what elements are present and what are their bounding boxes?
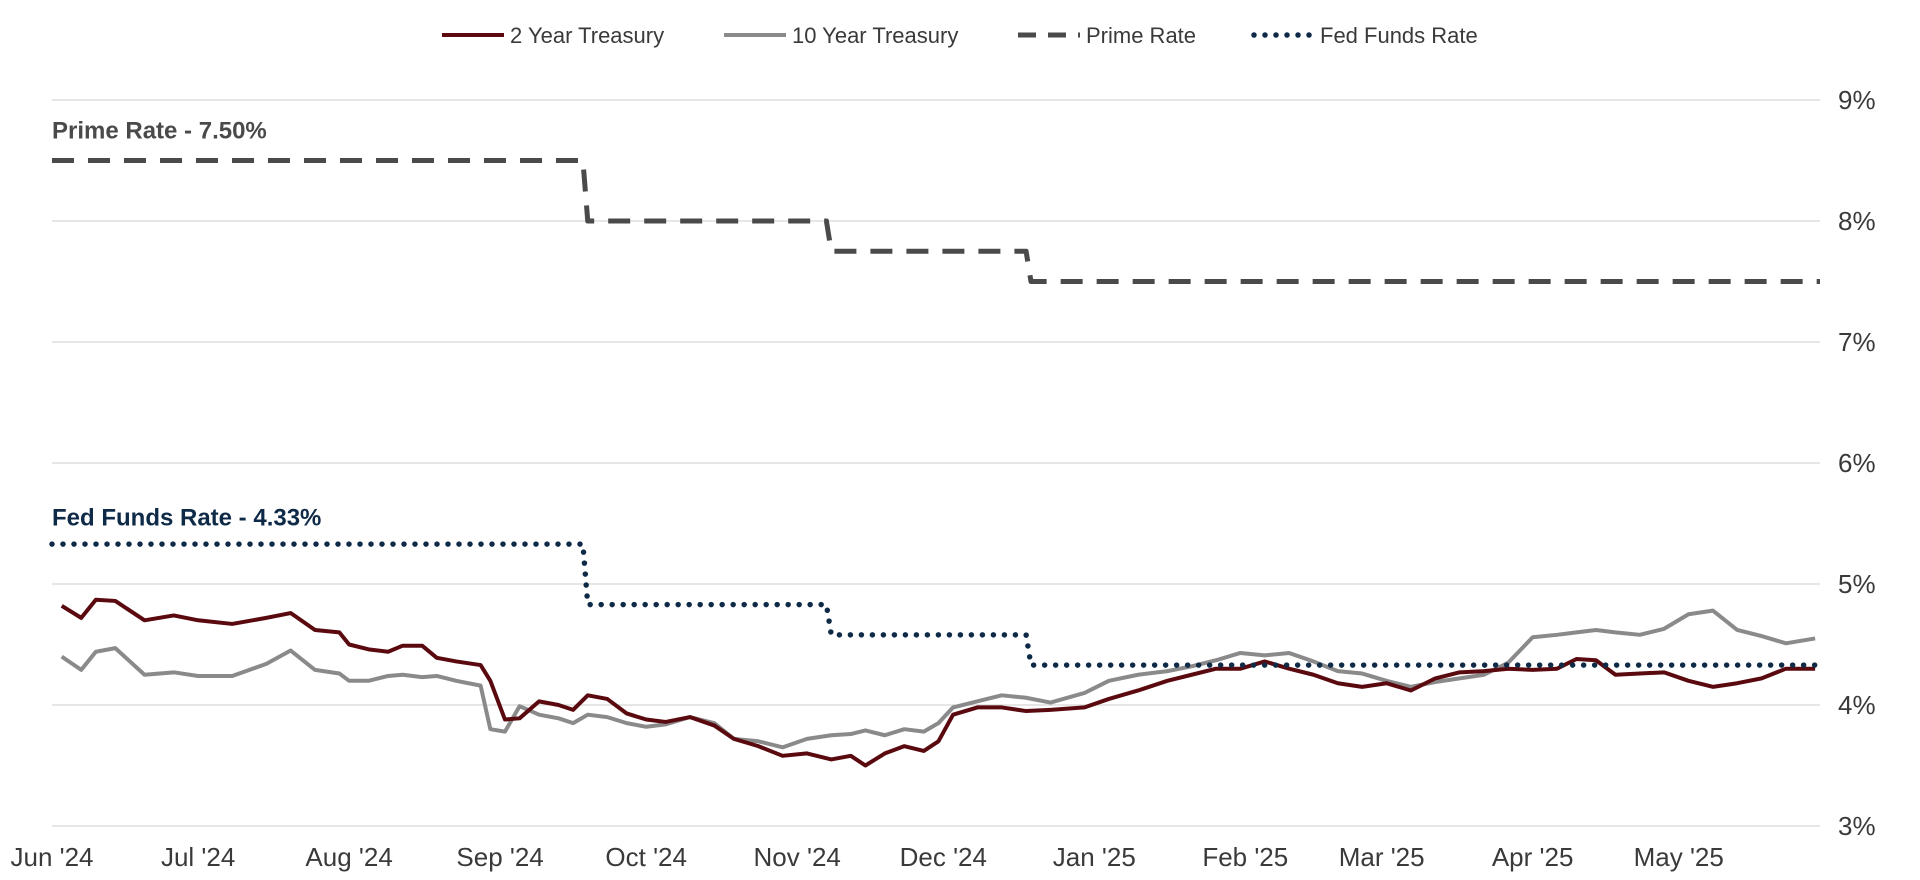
x-tick-label: Aug '24 (305, 842, 392, 872)
x-tick-label: Sep '24 (456, 842, 543, 872)
annotation-label: Fed Funds Rate - 4.33% (52, 504, 321, 531)
y-tick-label: 5% (1838, 569, 1876, 599)
legend-item: Prime Rate (1018, 23, 1196, 48)
y-tick-label: 7% (1838, 327, 1876, 357)
x-tick-label: Feb '25 (1202, 842, 1288, 872)
series-line-2-year-treasury (60, 597, 1816, 768)
x-tick-label: Mar '25 (1339, 842, 1425, 872)
legend-label: 10 Year Treasury (792, 23, 958, 48)
legend-item: 10 Year Treasury (724, 23, 958, 48)
y-tick-label: 9% (1838, 85, 1876, 115)
y-axis-ticks: 3% 4% 5% 6% 7% 8% 9% (1838, 85, 1876, 841)
x-tick-label: Apr '25 (1492, 842, 1574, 872)
x-tick-label: Nov '24 (754, 842, 841, 872)
legend-item: 2 Year Treasury (442, 23, 664, 48)
annotations: Prime Rate - 7.50% Fed Funds Rate - 4.33% (52, 117, 321, 531)
x-tick-label: Jan '25 (1053, 842, 1136, 872)
legend: 2 Year Treasury 10 Year Treasury Prime Rat… (442, 23, 1478, 48)
legend-label: 2 Year Treasury (510, 23, 664, 48)
y-tick-label: 4% (1838, 690, 1876, 720)
x-tick-label: Oct '24 (605, 842, 687, 872)
legend-label: Fed Funds Rate (1320, 23, 1478, 48)
series-line-fed-funds-rate (49, 541, 1823, 668)
x-tick-label: Jun '24 (10, 842, 93, 872)
y-tick-label: 6% (1838, 448, 1876, 478)
x-axis-ticks: Jun '24 Jul '24 Aug '24 Sep '24 Oct '24 Nov '… (10, 842, 1723, 872)
x-tick-label: May '25 (1634, 842, 1724, 872)
y-tick-label: 3% (1838, 811, 1876, 841)
legend-label: Prime Rate (1086, 23, 1196, 48)
annotation-label: Prime Rate - 7.50% (52, 117, 267, 144)
legend-item: Fed Funds Rate (1251, 23, 1478, 48)
x-tick-label: Jul '24 (161, 842, 235, 872)
y-tick-label: 8% (1838, 206, 1876, 236)
gridlines (52, 99, 1820, 827)
series-line-prime-rate (52, 158, 1820, 284)
series-lines (49, 158, 1823, 768)
x-tick-label: Dec '24 (900, 842, 987, 872)
